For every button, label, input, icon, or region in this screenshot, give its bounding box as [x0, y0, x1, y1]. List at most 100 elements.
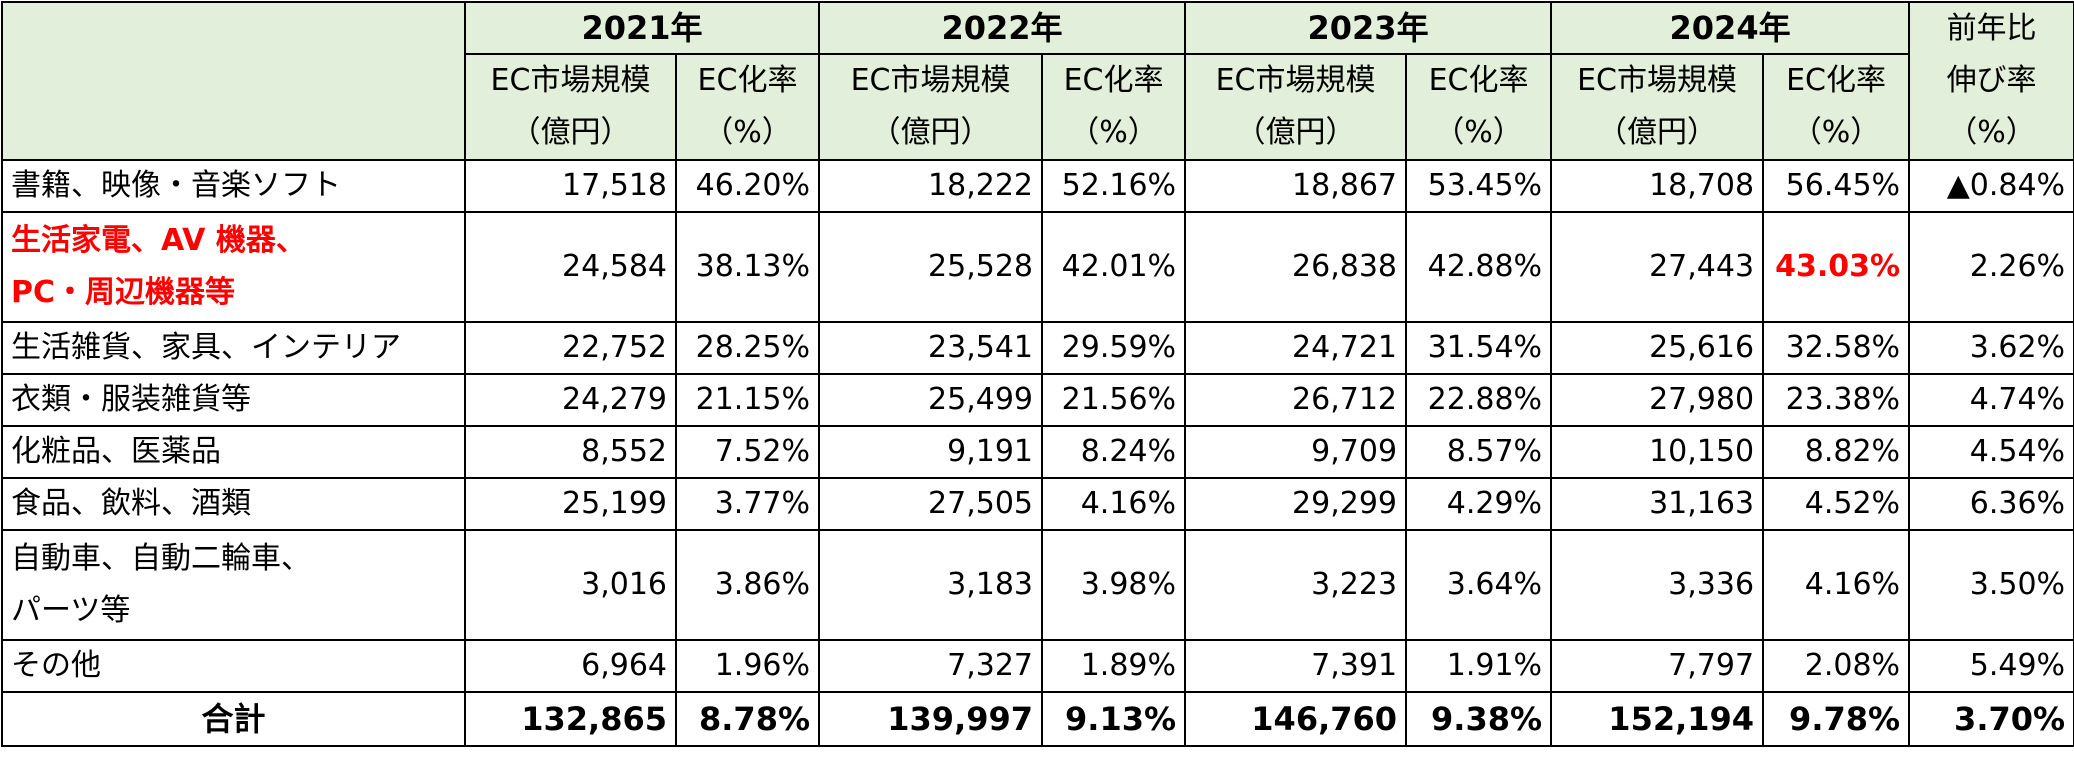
- table-cell: 29.59%: [1041, 321, 1187, 375]
- year-header-row: 2021年 2022年 2023年 2024年 前年比 伸び率 （%）: [1, 1, 2074, 161]
- total-row: 合計 132,865 8.78% 139,997 9.13% 146,760 9…: [1, 691, 2074, 747]
- market-size-unit: （億円）: [870, 115, 991, 150]
- table-cell: 52.16%: [1041, 159, 1187, 213]
- highlighted-cell: 43.03%: [1762, 211, 1911, 323]
- sub-header-row: EC市場規模 （億円） EC化率 （%） EC市場規模 （億円） EC化率 （%） EC…: [2, 53, 2074, 161]
- table-cell: 8,552: [464, 425, 677, 479]
- table-cell: 27,443: [1550, 211, 1765, 323]
- total-cell: 139,997: [818, 691, 1044, 747]
- table-cell: 23,541: [818, 321, 1044, 375]
- table-cell: 22,752: [464, 321, 677, 375]
- year-header: 2023年: [1184, 1, 1553, 55]
- table-cell: 22.88%: [1405, 373, 1553, 427]
- growth-header-line: 伸び率: [1946, 63, 2037, 98]
- ec-rate-unit: （%）: [703, 115, 792, 150]
- table-cell: 32.58%: [1762, 321, 1911, 375]
- table-cell: 26,712: [1184, 373, 1408, 427]
- table-cell: 4.16%: [1762, 529, 1911, 641]
- table-cell: 27,505: [818, 477, 1044, 531]
- total-cell: 8.78%: [674, 691, 821, 747]
- table-cell: 5.49%: [1908, 639, 2074, 693]
- table-cell: 21.56%: [1041, 373, 1187, 427]
- table-row: 食品、飲料、酒類 25,199 3.77% 27,505 4.16% 29,29…: [1, 477, 2074, 531]
- growth-header-line: （%）: [1947, 115, 2036, 150]
- ec-rate-unit: （%）: [1434, 115, 1523, 150]
- growth-header-line: 前年比: [1946, 11, 2037, 46]
- table-cell: 1.96%: [674, 639, 821, 693]
- table-cell: 3.64%: [1405, 529, 1553, 641]
- table-cell: 2.26%: [1908, 211, 2074, 323]
- table-cell: 4.74%: [1908, 373, 2074, 427]
- category-label: 食品、飲料、酒類: [1, 477, 466, 531]
- table-cell: 42.01%: [1041, 211, 1187, 323]
- table-cell: 3,223: [1184, 529, 1408, 641]
- table-cell: 23.38%: [1762, 373, 1911, 427]
- market-size-label: EC市場規模: [1215, 63, 1376, 98]
- table-cell: 8.24%: [1041, 425, 1187, 479]
- table-cell: 28.25%: [674, 321, 821, 375]
- category-label: 書籍、映像・音楽ソフト: [1, 159, 466, 213]
- total-label: 合計: [1, 691, 466, 747]
- table-row: 化粧品、医薬品 8,552 7.52% 9,191 8.24% 9,709 8.…: [1, 425, 2074, 479]
- table-cell: 25,528: [818, 211, 1044, 323]
- table-cell: 6,964: [464, 639, 677, 693]
- ec-rate-unit: （%）: [1069, 115, 1158, 150]
- table-cell: 31.54%: [1405, 321, 1553, 375]
- table-cell: 18,867: [1184, 159, 1408, 213]
- table-cell: 21.15%: [674, 373, 821, 427]
- table-cell: 25,616: [1550, 321, 1765, 375]
- market-size-label: EC市場規模: [850, 63, 1011, 98]
- table-cell: 17,518: [464, 159, 677, 213]
- ec-market-table: 2021年 2022年 2023年 2024年 前年比 伸び率 （%） EC市場…: [1, 1, 2074, 747]
- table-cell: 4.29%: [1405, 477, 1553, 531]
- table-cell: 10,150: [1550, 425, 1765, 479]
- table-cell: 27,980: [1550, 373, 1765, 427]
- ec-rate-label: EC化率: [1428, 63, 1529, 98]
- total-cell: 9.13%: [1041, 691, 1187, 747]
- category-label: 衣類・服装雑貨等: [1, 373, 466, 427]
- table-cell: 38.13%: [674, 211, 821, 323]
- table-cell: 1.91%: [1405, 639, 1553, 693]
- category-label: 化粧品、医薬品: [1, 425, 466, 479]
- total-cell: 9.78%: [1762, 691, 1911, 747]
- table-cell: 1.89%: [1041, 639, 1187, 693]
- table-cell: ▲0.84%: [1908, 159, 2074, 213]
- category-label: 生活雑貨、家具、インテリア: [1, 321, 466, 375]
- table-row: 自動車、自動二輪車、 パーツ等 3,016 3.86% 3,183 3.98% 3…: [1, 529, 2074, 641]
- category-label-line: 生活家電、AV 機器、: [11, 223, 306, 258]
- table-cell: 7,797: [1550, 639, 1765, 693]
- table-row: 生活雑貨、家具、インテリア 22,752 28.25% 23,541 29.59…: [1, 321, 2074, 375]
- category-label: 生活家電、AV 機器、 PC・周辺機器等: [1, 211, 466, 323]
- table-cell: 8.57%: [1405, 425, 1553, 479]
- year-header: 2022年: [818, 1, 1187, 55]
- market-size-unit: （億円）: [510, 115, 631, 150]
- table-cell: 24,721: [1184, 321, 1408, 375]
- table-cell: 3.86%: [674, 529, 821, 641]
- table-cell: 9,709: [1184, 425, 1408, 479]
- ec-rate-header: EC化率 （%）: [1041, 53, 1187, 161]
- market-size-unit: （億円）: [1235, 115, 1356, 150]
- table-cell: 2.08%: [1762, 639, 1911, 693]
- table-cell: 3.77%: [674, 477, 821, 531]
- total-cell: 152,194: [1550, 691, 1765, 747]
- table-cell: 7.52%: [674, 425, 821, 479]
- ec-rate-label: EC化率: [1063, 63, 1164, 98]
- total-cell: 9.38%: [1405, 691, 1553, 747]
- market-size-unit: （億円）: [1597, 115, 1718, 150]
- table-cell: 3,183: [818, 529, 1044, 641]
- market-size-header: EC市場規模 （億円）: [818, 53, 1044, 161]
- total-cell: 146,760: [1184, 691, 1408, 747]
- table-cell: 3.62%: [1908, 321, 2074, 375]
- year-header: 2021年: [463, 1, 821, 55]
- market-size-label: EC市場規模: [1577, 63, 1737, 98]
- table-cell: 46.20%: [674, 159, 821, 213]
- table-row: 衣類・服装雑貨等 24,279 21.15% 25,499 21.56% 26,…: [1, 373, 2074, 427]
- table-cell: 7,391: [1184, 639, 1408, 693]
- table-cell: 56.45%: [1762, 159, 1911, 213]
- table-cell: 4.52%: [1762, 477, 1911, 531]
- ec-rate-unit: （%）: [1791, 115, 1881, 150]
- category-label: 自動車、自動二輪車、 パーツ等: [1, 529, 466, 641]
- table-cell: 4.54%: [1908, 425, 2074, 479]
- table-cell: 4.16%: [1041, 477, 1187, 531]
- table-cell: 24,584: [464, 211, 677, 323]
